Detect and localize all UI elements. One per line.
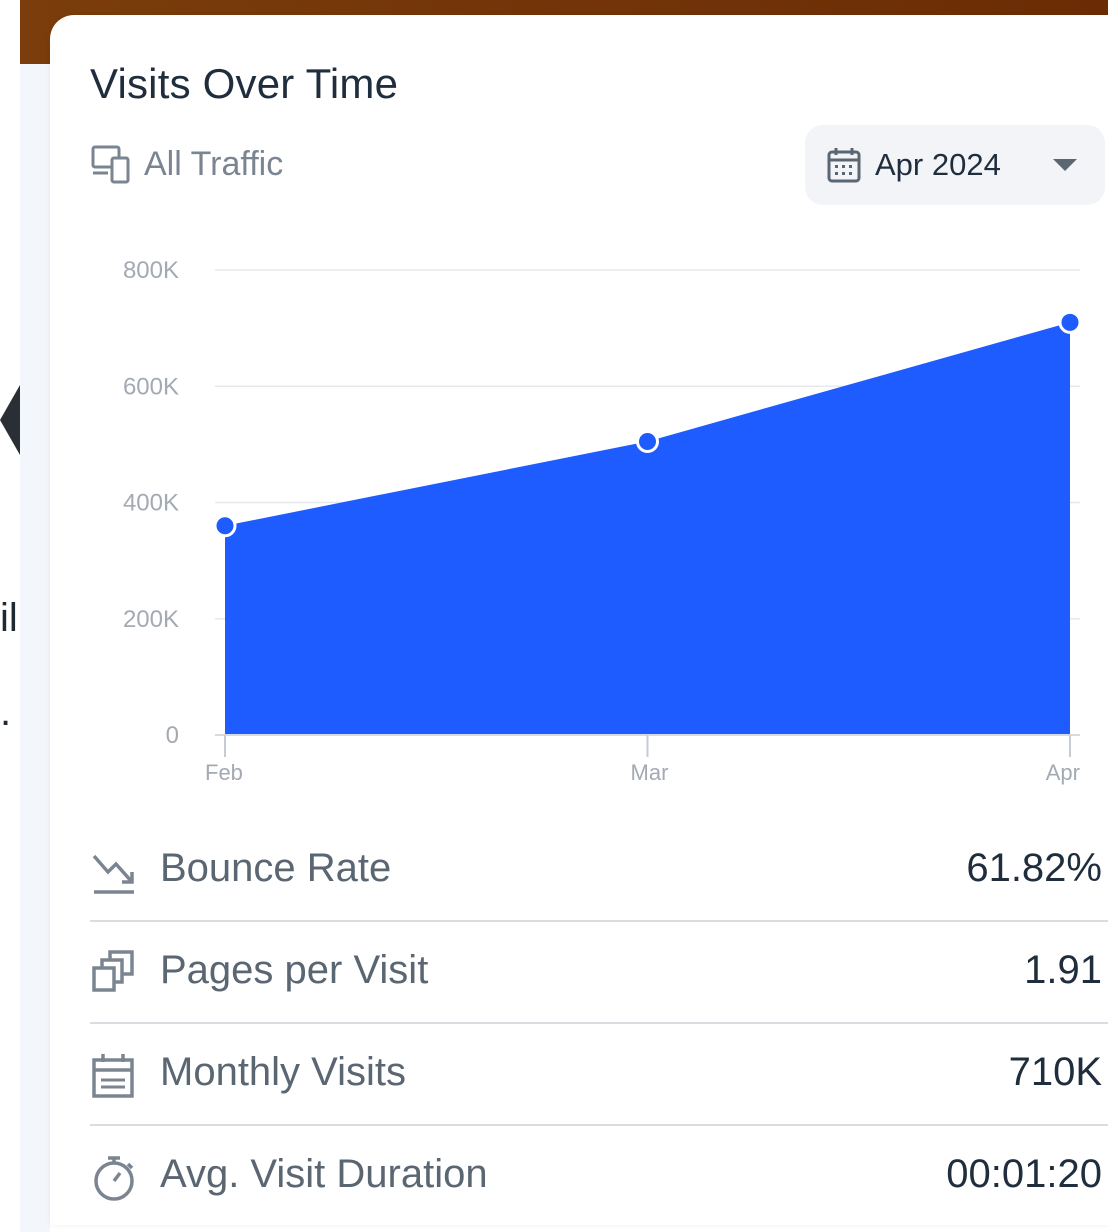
data-point [636, 429, 659, 453]
traffic-filter[interactable]: All Traffic [90, 140, 283, 188]
card-title: Visits Over Time [90, 60, 399, 107]
calendar-icon [92, 1054, 134, 1098]
chevron-left-icon[interactable] [0, 385, 26, 455]
pages-icon [92, 950, 134, 992]
metric-value: 710K [1008, 1050, 1102, 1094]
y-tick-label: 0 [166, 722, 179, 749]
metric-label: Avg. Visit Duration [160, 1152, 488, 1196]
data-point [213, 514, 237, 538]
x-tick-label: Feb [205, 760, 243, 785]
metric-value: 1.91 [1024, 948, 1102, 992]
devices-icon [91, 145, 130, 184]
traffic-label: All Traffic [144, 144, 284, 183]
clipped-text-dot: . [0, 690, 12, 734]
metric-monthly-visits: Monthly Visits 710K [90, 1026, 1108, 1126]
metric-value: 61.82% [966, 846, 1102, 890]
visits-chart: 0 200K 400K 600K 800K Feb Mar Apr [123, 257, 1082, 785]
metric-label: Monthly Visits [160, 1050, 407, 1094]
date-label: Apr 2024 [875, 147, 1001, 182]
page-background [20, 64, 50, 1232]
date-selector[interactable]: Apr 2024 [805, 125, 1105, 205]
y-tick-label: 200K [123, 606, 179, 633]
metric-value: 00:01:20 [946, 1152, 1102, 1196]
data-point [1058, 310, 1082, 334]
x-tick-label: Mar [631, 760, 669, 785]
y-tick-label: 800K [123, 257, 179, 284]
x-tick-label: Apr [1046, 760, 1080, 785]
area-series [225, 322, 1070, 735]
y-tick-label: 600K [123, 373, 179, 400]
clipped-text: il [0, 596, 18, 640]
metric-label: Bounce Rate [160, 846, 392, 890]
trending-icon [92, 854, 134, 894]
metric-bounce-rate: Bounce Rate 61.82% [90, 822, 1108, 922]
chevron-down-icon [1053, 159, 1077, 171]
timer-icon [94, 1156, 134, 1201]
calendar-icon [827, 148, 861, 183]
metric-pages-per-visit: Pages per Visit 1.91 [90, 924, 1108, 1024]
y-tick-label: 400K [123, 490, 179, 517]
metric-avg-visit-duration: Avg. Visit Duration 00:01:20 [90, 1128, 1108, 1228]
metric-label: Pages per Visit [160, 948, 429, 992]
